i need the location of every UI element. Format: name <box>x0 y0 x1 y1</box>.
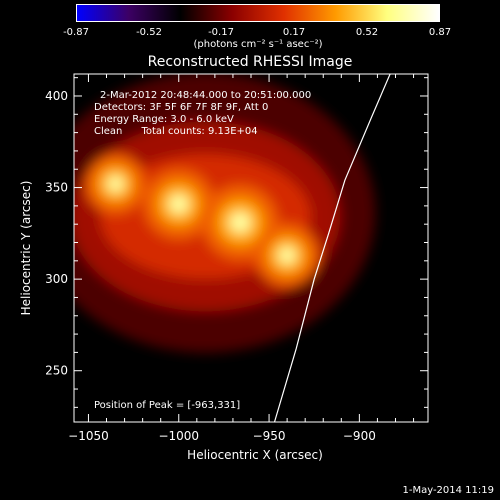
x-tick-label: −900 <box>343 429 376 443</box>
colorbar-tick-label: 0.17 <box>282 27 306 38</box>
info-clean-counts: Clean Total counts: 9.13E+04 <box>94 126 258 137</box>
x-tick-label: −1000 <box>158 429 199 443</box>
y-tick-label: 250 <box>45 364 68 378</box>
x-tick-label: −1050 <box>68 429 109 443</box>
source-peak <box>168 194 189 215</box>
colorbar-tick-label: -0.52 <box>136 27 162 38</box>
timestamp-footer: 1-May-2014 11:19 <box>402 485 494 496</box>
limb-layer <box>273 74 391 422</box>
heatmap-layer <box>74 74 376 353</box>
source-peak <box>107 175 125 193</box>
x-tick-label: −950 <box>253 429 286 443</box>
colorbar-tick-label: -0.87 <box>63 27 89 38</box>
solar-limb-line <box>273 74 391 422</box>
y-tick-label: 300 <box>45 272 68 286</box>
x-axis-label: Heliocentric X (arcsec) <box>187 448 323 462</box>
y-tick-label: 400 <box>45 89 68 103</box>
source-peak <box>278 246 297 265</box>
y-tick-label: 350 <box>45 181 68 195</box>
axis-layer: −1050 −1000 −950 −900 250 300 350 400 <box>45 74 428 443</box>
chart-title: Reconstructed RHESSI Image <box>147 54 353 70</box>
info-time-range: 2-Mar-2012 20:48:44.000 to 20:51:00.000 <box>100 90 311 101</box>
colorbar-tick-label: 0.87 <box>428 27 452 38</box>
colorbar-tick-label: -0.17 <box>208 27 234 38</box>
colorbar <box>76 4 440 22</box>
y-axis-label: Heliocentric Y (arcsec) <box>19 181 33 316</box>
peak-position-label: Position of Peak = [-963,331] <box>94 400 240 411</box>
colorbar-tick-label: 0.52 <box>355 27 379 38</box>
colorbar-unit-label: (photons cm⁻² s⁻¹ asec⁻²) <box>193 39 323 50</box>
info-energy-range: Energy Range: 3.0 - 6.0 keV <box>94 114 234 125</box>
source-peak <box>229 211 251 234</box>
heatmap-glow <box>74 74 376 353</box>
info-detectors: Detectors: 3F 5F 6F 7F 8F 9F, Att 0 <box>94 102 268 113</box>
